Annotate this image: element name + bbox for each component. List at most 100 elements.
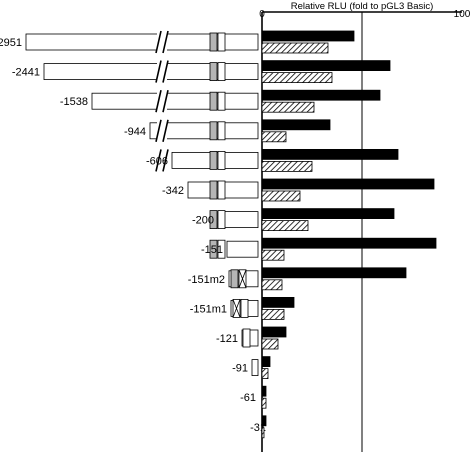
bar-hatched--151m1 (261, 308, 285, 320)
element-gray (209, 210, 218, 230)
category-label: -151 (201, 244, 223, 256)
bar-hatched--200 (261, 220, 309, 232)
construct-box (251, 359, 259, 377)
construct-342: -342 (162, 180, 259, 200)
category-label: -200 (192, 215, 214, 227)
category-label: -342 (162, 185, 184, 197)
construct-box (91, 92, 259, 110)
break-slash (155, 149, 162, 172)
element-gray (209, 239, 218, 259)
construct-box (149, 122, 259, 140)
bar-solid--606 (261, 148, 399, 160)
element-white (217, 239, 226, 259)
bar-hatched--31 (261, 427, 265, 439)
construct-151: -151 (201, 239, 259, 259)
construct-61: -61 (240, 392, 256, 404)
break-gap (157, 32, 167, 52)
bar-hatched--342 (261, 190, 301, 202)
break-slash (162, 119, 169, 142)
bar-solid--151m2 (261, 267, 407, 279)
break-slash (155, 60, 162, 83)
x-tick-label-0: 0 (259, 9, 265, 20)
element-white (217, 150, 226, 170)
bar-hatched--944 (261, 131, 287, 143)
element-white (217, 91, 226, 111)
bar-solid--121 (261, 326, 287, 338)
bar-hatched--61 (261, 397, 267, 409)
bar-solid--944 (261, 119, 331, 131)
break-gap (157, 61, 167, 82)
category-label: -606 (146, 155, 168, 167)
element-cross-line (232, 299, 241, 318)
category-label: -151m2 (188, 274, 225, 286)
construct-box (43, 63, 259, 80)
element-white (217, 121, 226, 141)
bar-solid--151m1 (261, 296, 295, 308)
element-cross-line (238, 269, 247, 288)
break-slash (155, 119, 162, 142)
bar-solid--200 (261, 208, 395, 220)
construct-151m2: -151m2 (188, 269, 259, 289)
bar-hatched--151 (261, 249, 285, 261)
bar-hatched--91 (261, 368, 269, 380)
element-gray (209, 180, 218, 200)
break-slash (162, 60, 169, 83)
construct-1538: -1538 (60, 90, 259, 113)
break-slash (162, 30, 169, 54)
construct-box (226, 240, 259, 258)
category-label: -1538 (60, 96, 88, 108)
category-label: -2441 (12, 67, 40, 79)
category-label: -91 (232, 363, 248, 375)
construct-606: -606 (146, 149, 259, 172)
element-gray (209, 150, 218, 170)
bar-solid--31 (261, 415, 267, 427)
break-slash (162, 149, 169, 172)
bar-solid--1538 (261, 89, 381, 101)
element-gray (209, 62, 218, 81)
element-white (217, 32, 226, 52)
element-gray (230, 269, 239, 289)
construct-200: -200 (192, 210, 259, 230)
bar-solid--2441 (261, 60, 391, 71)
construct-944: -944 (124, 119, 259, 142)
category-label: -121 (216, 333, 238, 345)
x-axis-label: Relative RLU (fold to pGL3 Basic) (291, 1, 434, 12)
bar-hatched--151m2 (261, 279, 283, 291)
bar-hatched--121 (261, 338, 279, 350)
break-gap (157, 150, 167, 171)
construct-121: -121 (216, 328, 259, 348)
construct-2441: -2441 (12, 60, 259, 83)
element-white (217, 62, 226, 81)
bar-hatched--2441 (261, 72, 333, 83)
break-slash (162, 90, 169, 113)
bar-hatched--1538 (261, 101, 315, 113)
element-gray (209, 121, 218, 141)
break-slash (155, 90, 162, 113)
construct-91: -91 (232, 359, 259, 377)
break-slash (155, 30, 162, 54)
construct-2951: -2951 (0, 30, 259, 54)
category-label: -944 (124, 126, 146, 138)
element-gray (209, 32, 218, 52)
break-gap (157, 91, 167, 112)
element-white (240, 298, 249, 318)
category-label: -151m1 (190, 303, 227, 315)
bar-solid--91 (261, 356, 271, 368)
bar-hatched--606 (261, 160, 313, 172)
element-white (242, 328, 251, 348)
element-gray (209, 91, 218, 111)
construct-151m1: -151m1 (190, 298, 259, 318)
bar-solid--61 (261, 385, 267, 397)
x-tick-label-100: 100 (454, 9, 471, 20)
element-white (217, 210, 226, 230)
construct-box (25, 33, 259, 51)
category-label: -2951 (0, 37, 22, 49)
bar-solid--151 (261, 237, 437, 249)
bar-solid--2951 (261, 30, 355, 42)
break-gap (157, 120, 167, 141)
bar-solid--342 (261, 178, 435, 190)
element-white (217, 180, 226, 200)
bar-hatched--2951 (261, 42, 329, 54)
